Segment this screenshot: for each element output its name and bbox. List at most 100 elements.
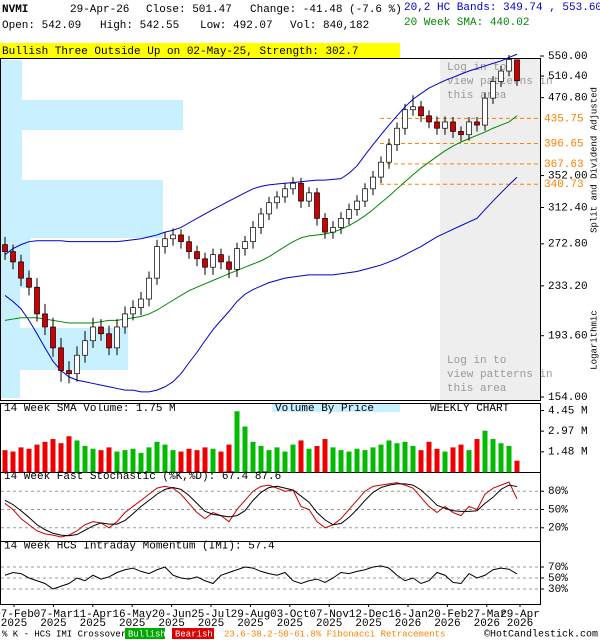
- candle-body: [322, 218, 328, 233]
- indicator-line: [4, 115, 518, 324]
- candle-body: [106, 333, 112, 349]
- candle-body: [90, 326, 96, 342]
- volume-bar: [466, 450, 472, 473]
- fib-label: 435.75: [544, 113, 584, 125]
- indicator-line: [4, 565, 518, 590]
- volume-bar: [346, 451, 352, 473]
- volume-bar: [50, 439, 56, 473]
- volume-bar: [426, 441, 432, 473]
- x-tick-label: 2025: [1, 618, 27, 630]
- y-tick-label: 30%: [548, 584, 568, 596]
- change: Change: -41.48 (-7.6 %): [250, 4, 402, 16]
- bullish-bg: [125, 628, 165, 639]
- volume-bar: [290, 444, 296, 473]
- vbp-bar: [0, 370, 20, 398]
- shaded-region: [440, 58, 540, 400]
- footer-fib: 23.6-38.2-50-61.8% Fibonacci Retracement…: [224, 629, 445, 639]
- candle-body: [514, 59, 520, 82]
- candle-body: [58, 347, 64, 371]
- candle-body: [178, 234, 184, 243]
- x-tick-label: 2026: [395, 618, 421, 630]
- volume-bar: [402, 441, 408, 473]
- volume-bar: [218, 451, 224, 473]
- close: Close: 501.47: [146, 4, 232, 16]
- x-tick-label: 2026: [434, 618, 460, 630]
- candle-body: [314, 192, 320, 219]
- volume-bar: [162, 444, 168, 473]
- volume-bar: [42, 441, 48, 473]
- x-tick-label: 2026: [474, 618, 500, 630]
- x-tick-label: 07-Nov: [309, 609, 349, 621]
- volume-bar: [82, 445, 88, 473]
- volume-bar: [202, 447, 208, 473]
- candle-body: [154, 246, 160, 279]
- volume-bar: [274, 447, 280, 473]
- volume-bar: [498, 443, 504, 473]
- vbp-bar: [0, 130, 22, 180]
- volume-bar: [178, 451, 184, 473]
- candle-body: [10, 251, 16, 263]
- candle-body: [130, 307, 136, 315]
- high: High: 542.55: [100, 20, 179, 32]
- candle-body: [234, 248, 240, 270]
- volume-bar: [418, 450, 424, 473]
- volume-bar: [226, 444, 232, 473]
- candle-body: [466, 121, 472, 136]
- volume-bar: [506, 445, 512, 473]
- candle-body: [442, 121, 448, 129]
- candle-body: [202, 258, 208, 268]
- volume-bar: [210, 448, 216, 473]
- y-tick-label: 70%: [548, 562, 568, 574]
- candle-body: [338, 218, 344, 228]
- x-tick-label: 12-Dec: [349, 609, 389, 621]
- symbol: NVMI: [2, 4, 28, 16]
- x-tick-label: 2025: [119, 618, 145, 630]
- y-tick-label: 233.20: [548, 281, 588, 293]
- login-note: Log in to view patterns in this area: [447, 62, 553, 102]
- volume-bar: [258, 445, 264, 473]
- candle-body: [370, 176, 376, 190]
- volume-bar: [282, 451, 288, 473]
- x-tick-label: 20-Feb: [428, 609, 468, 621]
- vol: Vol: 840,182: [290, 20, 369, 32]
- banner: Bullish Three Outside Up on 02-May-25, S…: [2, 46, 358, 58]
- fib-label: 367.63: [544, 159, 584, 171]
- volume-bar: [58, 443, 64, 473]
- candle-body: [306, 192, 312, 202]
- y-tick-label: 312.40: [548, 202, 588, 214]
- volume-bar: [66, 436, 72, 473]
- vbp-bar: [0, 180, 163, 238]
- x-tick-label: 2025: [316, 618, 342, 630]
- volume-bar: [250, 441, 256, 473]
- y-tick-label: 352.00: [548, 170, 588, 182]
- panel-label: WEEKLY CHART: [430, 403, 510, 415]
- vbp-bar: [0, 60, 22, 100]
- volume-bar: [2, 450, 8, 473]
- candle-body: [50, 326, 56, 349]
- fib-label: 396.65: [544, 138, 584, 150]
- candle-body: [474, 121, 480, 126]
- indicator-line: [4, 481, 518, 538]
- candle-body: [122, 313, 128, 328]
- bands: 20,2 HC Bands: 349.74 , 553.60: [404, 2, 600, 14]
- x-tick-label: 2025: [277, 618, 303, 630]
- volume-bar: [18, 447, 24, 473]
- banner-bg: [0, 43, 400, 58]
- x-tick-label: 2025: [158, 618, 184, 630]
- volume-bar: [114, 451, 120, 473]
- y-tick-label: 510.40: [548, 71, 588, 83]
- volume-bar: [106, 447, 112, 473]
- candle-body: [170, 234, 176, 240]
- candle-body: [274, 196, 280, 204]
- candle-body: [354, 200, 360, 210]
- indicator-line: [4, 53, 518, 256]
- candle-body: [458, 131, 464, 136]
- candle-body: [82, 340, 88, 356]
- volume-bar: [90, 448, 96, 473]
- candle-body: [418, 106, 424, 117]
- x-tick-label: 16-Jan: [388, 609, 428, 621]
- volume-bar: [74, 440, 80, 473]
- volume-bar: [194, 450, 200, 473]
- y-tick-label: 1.48 M: [548, 447, 588, 459]
- candle-body: [26, 277, 32, 288]
